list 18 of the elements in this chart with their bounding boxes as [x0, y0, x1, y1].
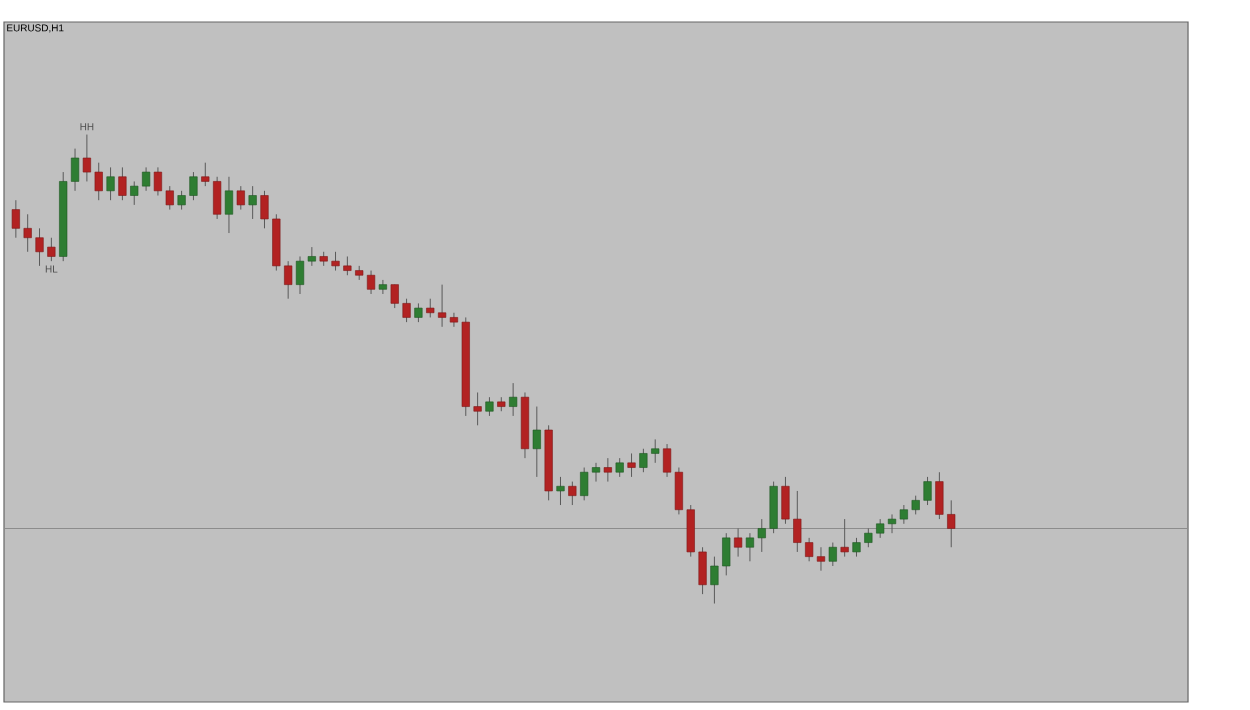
candlestick	[532, 406, 541, 478]
candlestick	[414, 302, 423, 323]
candlestick	[556, 476, 565, 506]
candlestick	[509, 382, 518, 417]
candlestick	[118, 166, 127, 201]
candlestick	[615, 457, 624, 478]
candlestick	[248, 185, 257, 220]
candlestick	[224, 176, 234, 234]
candlestick	[627, 452, 636, 478]
candlestick	[106, 166, 115, 201]
candlestick	[828, 542, 837, 567]
candlestick	[840, 518, 849, 558]
candlestick	[603, 457, 612, 483]
candlestick	[734, 527, 743, 558]
candlestick	[378, 279, 387, 295]
candlestick	[568, 481, 577, 506]
candlestick	[485, 396, 494, 417]
candlestick	[236, 185, 245, 211]
